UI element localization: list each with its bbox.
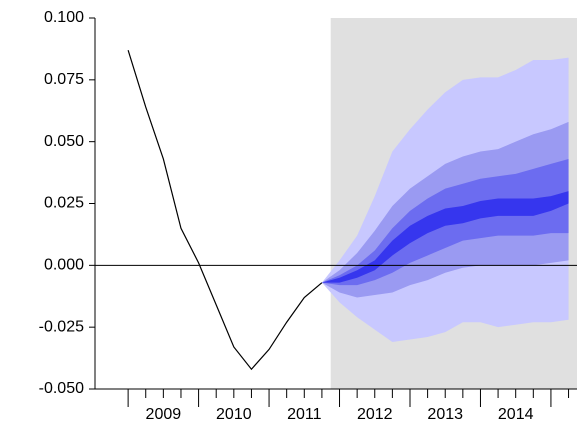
y-tick-label: 0.025 <box>44 195 84 212</box>
x-tick-label: 2013 <box>427 406 463 423</box>
x-tick-label: 2014 <box>498 406 534 423</box>
x-tick-label: 2010 <box>216 406 252 423</box>
y-tick-label: 0.050 <box>44 133 84 150</box>
x-tick-label: 2009 <box>146 406 182 423</box>
y-tick-label: -0.025 <box>39 318 84 335</box>
y-tick-label: -0.050 <box>39 380 84 397</box>
fan-band <box>321 191 569 283</box>
x-tick-label: 2011 <box>287 406 322 423</box>
history-line <box>127 49 323 371</box>
y-tick-label: 0.100 <box>44 9 84 26</box>
y-tick-label: 0.075 <box>44 71 84 88</box>
x-tick-label: 2012 <box>357 406 393 423</box>
y-tick-label: 0.000 <box>44 257 84 274</box>
